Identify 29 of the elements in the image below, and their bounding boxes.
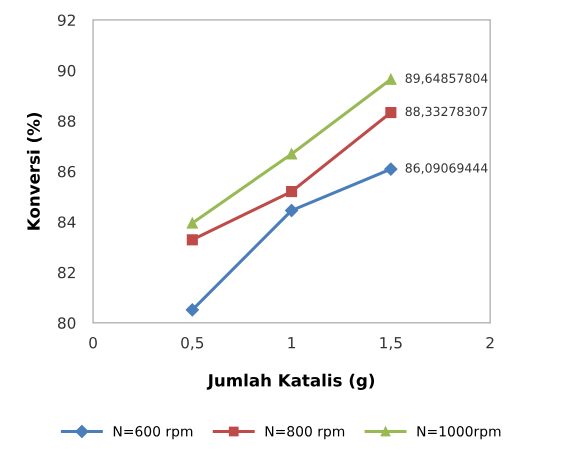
y-tick-label: 80 [58, 317, 76, 329]
y-tick-label: 86 [58, 166, 76, 178]
y-axis-title: Konversi (%) [26, 112, 42, 230]
y-tick-label: 92 [58, 14, 75, 26]
point [186, 234, 198, 246]
legend-label: N=600 rpm [114, 426, 192, 440]
y-tick-label: 82 [58, 266, 75, 278]
x-tick-label: 1,5 [380, 337, 402, 350]
x-tick-label: 1 [288, 337, 296, 348]
y-tick-label: 90 [58, 64, 76, 76]
point [286, 186, 298, 198]
data-label: 89,64857804 [406, 73, 488, 84]
data-label: 88,33278307 [406, 106, 488, 118]
point [385, 106, 396, 118]
point [186, 303, 199, 317]
x-tick-label: 0 [89, 336, 97, 349]
point [285, 204, 298, 218]
x-tick-label: 2 [486, 336, 494, 348]
legend-label: N=800 rpm [266, 426, 344, 440]
point [384, 162, 398, 176]
y-tick-label: 84 [58, 216, 76, 228]
point [385, 74, 396, 85]
point [186, 218, 198, 229]
point [286, 148, 298, 160]
x-axis-title: Jumlah Katalis (g) [206, 374, 374, 390]
x-tick-label: 0,5 [181, 336, 204, 350]
data-label: 86,09069444 [406, 163, 488, 174]
y-tick-label: 88 [58, 115, 76, 127]
legend-label: N=1000rpm [417, 426, 500, 440]
